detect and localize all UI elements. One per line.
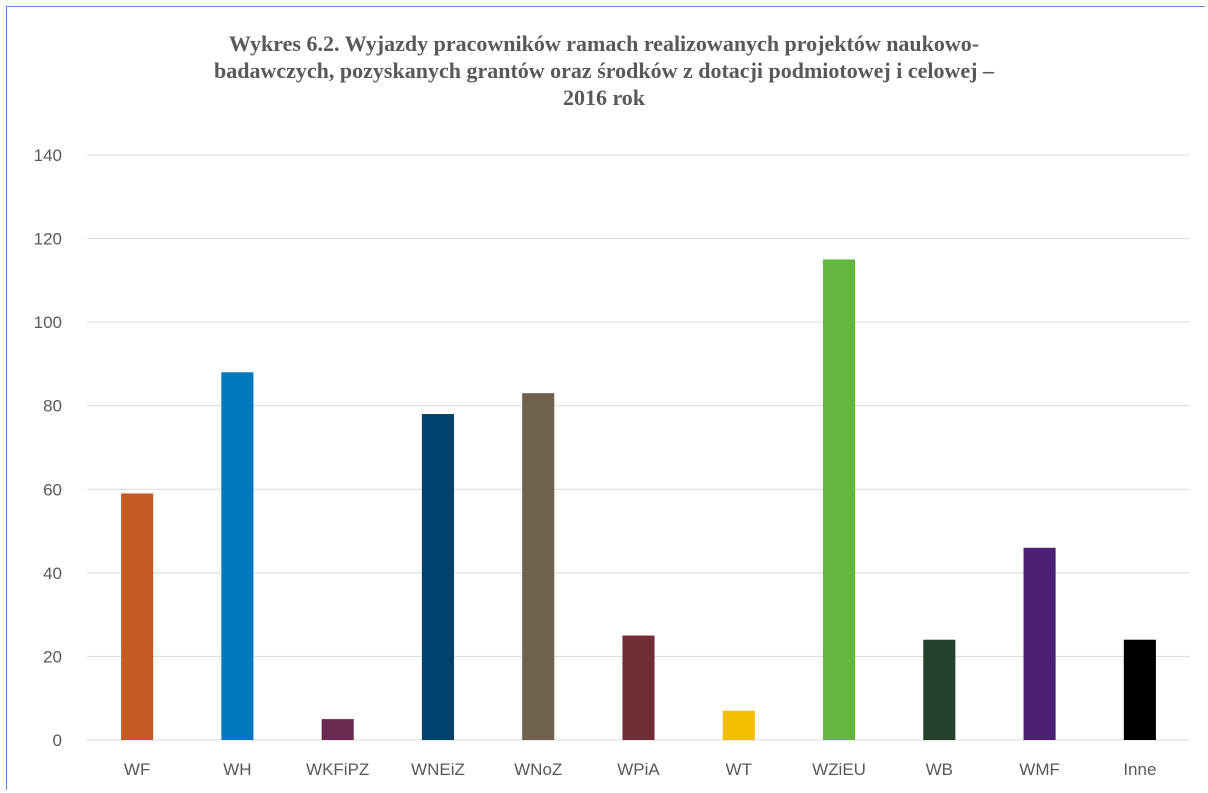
x-category-label: Inne <box>1123 760 1156 779</box>
bar-wneiz <box>421 414 454 740</box>
chart-title-line-1: Wykres 6.2. Wyjazdy pracowników ramach r… <box>228 31 980 56</box>
y-tick-label: 20 <box>43 647 62 666</box>
x-axis: WF WH WKFiPZ WNEiZ WNoZ WPiA WT WZiEU WB WMF Inne <box>124 760 1156 779</box>
x-category-label: WF <box>124 760 150 779</box>
y-tick-label: 0 <box>53 731 62 750</box>
x-category-label: WB <box>926 760 953 779</box>
y-tick-label: 40 <box>43 564 62 583</box>
x-category-label: WT <box>726 760 752 779</box>
bars <box>121 259 1156 740</box>
y-axis: 0 20 40 60 80 100 120 140 <box>34 146 62 750</box>
bar-wnoz <box>522 393 555 740</box>
x-category-label: WPiA <box>617 760 660 779</box>
x-category-label: WKFiPZ <box>306 760 369 779</box>
x-category-label: WZiEU <box>812 760 866 779</box>
chart-title: Wykres 6.2. Wyjazdy pracowników ramach r… <box>0 30 1208 111</box>
x-category-label: WNoZ <box>514 760 562 779</box>
y-tick-label: 120 <box>34 230 62 249</box>
y-tick-label: 100 <box>34 313 62 332</box>
y-tick-label: 60 <box>43 480 62 499</box>
x-category-label: WMF <box>1019 760 1060 779</box>
chart-frame <box>6 6 1205 790</box>
y-tick-label: 140 <box>34 146 62 165</box>
y-tick-label: 80 <box>43 397 62 416</box>
bar-wf <box>121 493 154 740</box>
bar-wh <box>221 372 254 740</box>
x-category-label: WNEiZ <box>411 760 465 779</box>
bar-wzieu <box>823 259 856 740</box>
chart-title-line-2: badawczych, pozyskanych grantów oraz śro… <box>214 58 994 83</box>
bar-wpia <box>622 635 655 740</box>
bar-wkfipz <box>321 719 354 740</box>
bar-wmf <box>1023 547 1056 740</box>
chart-title-line-3: 2016 rok <box>562 85 646 110</box>
bar-inne <box>1123 639 1156 740</box>
bar-wt <box>722 710 755 740</box>
bar-wb <box>923 639 956 740</box>
x-category-label: WH <box>223 760 251 779</box>
